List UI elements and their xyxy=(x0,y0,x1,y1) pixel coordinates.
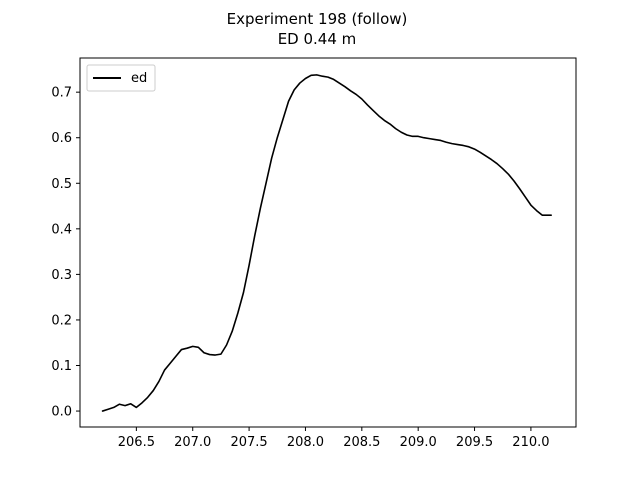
x-tick-label: 210.0 xyxy=(512,435,549,450)
legend: ed xyxy=(86,64,156,92)
legend-label-ed: ed xyxy=(131,71,147,86)
series-lines xyxy=(101,74,553,412)
y-tick-label: 0.2 xyxy=(51,313,72,328)
chart-subtitle: ED 0.44 m xyxy=(278,30,357,48)
x-tick-label: 207.5 xyxy=(230,435,267,450)
y-tick-label: 0.7 xyxy=(51,86,72,101)
y-tick-label: 0.1 xyxy=(51,359,72,374)
x-tick-label: 207.0 xyxy=(174,435,211,450)
y-tick-label: 0.5 xyxy=(51,177,72,192)
y-tick-label: 0.6 xyxy=(51,131,72,146)
y-tick-label: 0.0 xyxy=(51,405,72,420)
x-tick-label: 209.0 xyxy=(400,435,437,450)
y-tick-label: 0.3 xyxy=(51,268,72,283)
series-line-ed xyxy=(101,74,553,412)
x-tick-label: 208.0 xyxy=(287,435,324,450)
x-tick-label: 208.5 xyxy=(343,435,380,450)
plot-frame xyxy=(79,57,577,428)
x-tick-label: 206.5 xyxy=(118,435,155,450)
x-tick-label: 209.5 xyxy=(456,435,493,450)
y-tick-label: 0.4 xyxy=(51,222,72,237)
chart-title: Experiment 198 (follow) xyxy=(227,10,408,28)
axis-ticks: 206.5 207.0 207.5 208.0 208.5 209.0 209.5 210.0… xyxy=(51,86,549,450)
